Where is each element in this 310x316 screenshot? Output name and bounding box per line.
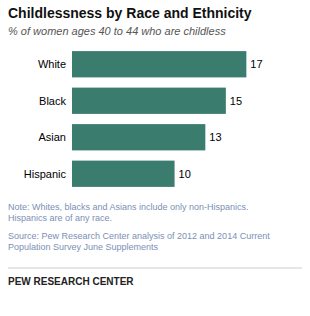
chart: Childlessness by Race and Ethnicity % of …: [0, 0, 310, 316]
bar: [72, 88, 226, 114]
title: Childlessness by Race and Ethnicity: [8, 5, 252, 21]
bar: [72, 51, 246, 77]
bar: [72, 161, 175, 187]
footer: PEW RESEARCH CENTER: [8, 276, 134, 287]
annotation: Note: Whites, blacks and Asians include …: [8, 202, 249, 223]
category-label: White: [38, 58, 66, 70]
bar: [72, 124, 205, 150]
bars: [72, 51, 246, 187]
category-label: Black: [39, 95, 66, 107]
footer-rule: [8, 268, 302, 269]
subtitle: % of women ages 40 to 44 who are childle…: [8, 25, 226, 37]
data-label: 10: [179, 168, 191, 180]
data-label: 15: [230, 95, 242, 107]
category-label: Asian: [38, 131, 66, 143]
annotation: Source: Pew Research Center analysis of …: [8, 231, 270, 252]
category-label: Hispanic: [24, 168, 67, 180]
data-label: 17: [250, 58, 262, 70]
data-label: 13: [209, 131, 221, 143]
